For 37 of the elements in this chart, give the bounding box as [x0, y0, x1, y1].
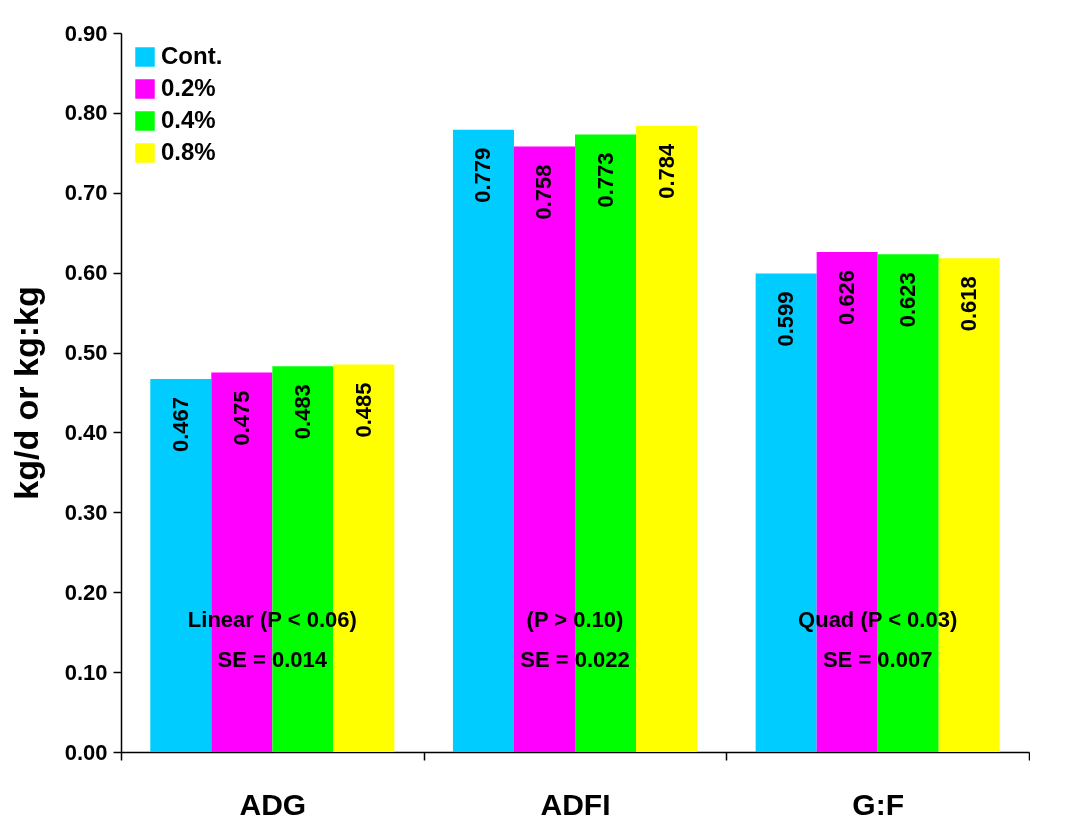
y-tick-label: 0.90: [64, 20, 108, 46]
legend-label: Cont.: [161, 42, 223, 69]
bar: [575, 134, 637, 752]
x-tick-label: G:F: [852, 787, 904, 821]
y-tick-label: 0.50: [64, 340, 108, 366]
data-label: 0.784: [653, 142, 679, 199]
legend-label: 0.4%: [161, 106, 216, 133]
bar: [513, 146, 575, 752]
y-tick-label: 0.20: [64, 579, 108, 605]
bar: [452, 129, 514, 752]
y-tick-label: 0.30: [64, 499, 108, 525]
x-tick-label: ADG: [239, 787, 307, 821]
data-label: 0.467: [167, 396, 193, 452]
data-label: 0.475: [228, 390, 254, 446]
data-label: 0.618: [956, 276, 982, 332]
y-tick-label: 0.70: [64, 180, 108, 206]
legend-label: 0.2%: [161, 74, 216, 101]
legend-label: 0.8%: [161, 138, 216, 165]
annotation: SE = 0.007: [822, 647, 933, 673]
annotation: SE = 0.022: [520, 647, 630, 673]
data-label: 0.779: [470, 147, 496, 203]
x-tick-label: ADFI: [540, 787, 611, 821]
annotation: SE = 0.014: [217, 647, 328, 673]
y-tick-label: 0.00: [64, 739, 108, 765]
y-tick-label: 0.60: [64, 260, 108, 286]
data-label: 0.483: [289, 384, 315, 440]
data-label: 0.758: [531, 164, 557, 220]
data-label: 0.626: [834, 269, 860, 325]
bar: [636, 125, 698, 752]
y-tick-label: 0.40: [64, 419, 108, 445]
y-tick-label: 0.10: [64, 659, 108, 685]
y-tick-label: 0.80: [64, 100, 108, 126]
data-label: 0.485: [350, 382, 376, 438]
data-label: 0.623: [895, 272, 921, 328]
data-label: 0.599: [773, 291, 799, 347]
data-label: 0.773: [592, 152, 618, 208]
y-axis-title: kg/d or kg:kg: [6, 286, 45, 500]
